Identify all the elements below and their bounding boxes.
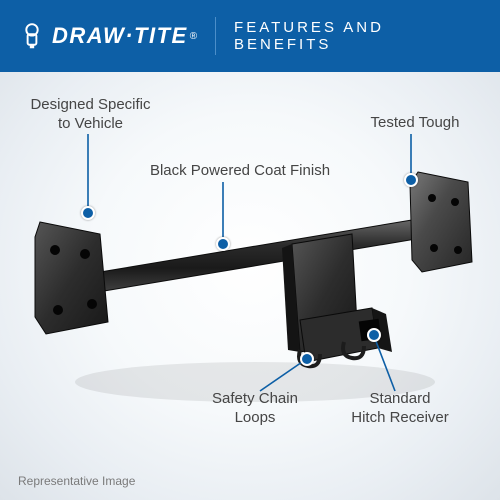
brand-logo: Draw·Tite ® <box>18 22 197 50</box>
callout-lines <box>0 72 500 500</box>
header-subtitle: FEATURES AND BENEFITS <box>234 19 482 53</box>
brand-name: Draw·Tite <box>52 23 188 49</box>
marker-safety <box>300 352 314 366</box>
marker-designed <box>81 206 95 220</box>
hitch-ball-icon <box>18 22 46 50</box>
label-tested: Tested Tough <box>350 114 480 133</box>
marker-tested <box>404 173 418 187</box>
label-finish: Black Powered Coat Finish <box>130 162 350 181</box>
marker-finish <box>216 237 230 251</box>
label-designed: Designed Specificto Vehicle <box>18 96 163 134</box>
label-receiver: StandardHitch Receiver <box>340 390 460 428</box>
registered-mark: ® <box>190 31 197 42</box>
footnote: Representative Image <box>18 474 135 488</box>
header-bar: Draw·Tite ® FEATURES AND BENEFITS <box>0 0 500 72</box>
label-safety: Safety ChainLoops <box>200 390 310 428</box>
product-illustration <box>0 72 500 500</box>
marker-receiver <box>367 328 381 342</box>
diagram-area: Designed Specificto Vehicle Black Powere… <box>0 72 500 500</box>
header-divider <box>215 17 216 55</box>
